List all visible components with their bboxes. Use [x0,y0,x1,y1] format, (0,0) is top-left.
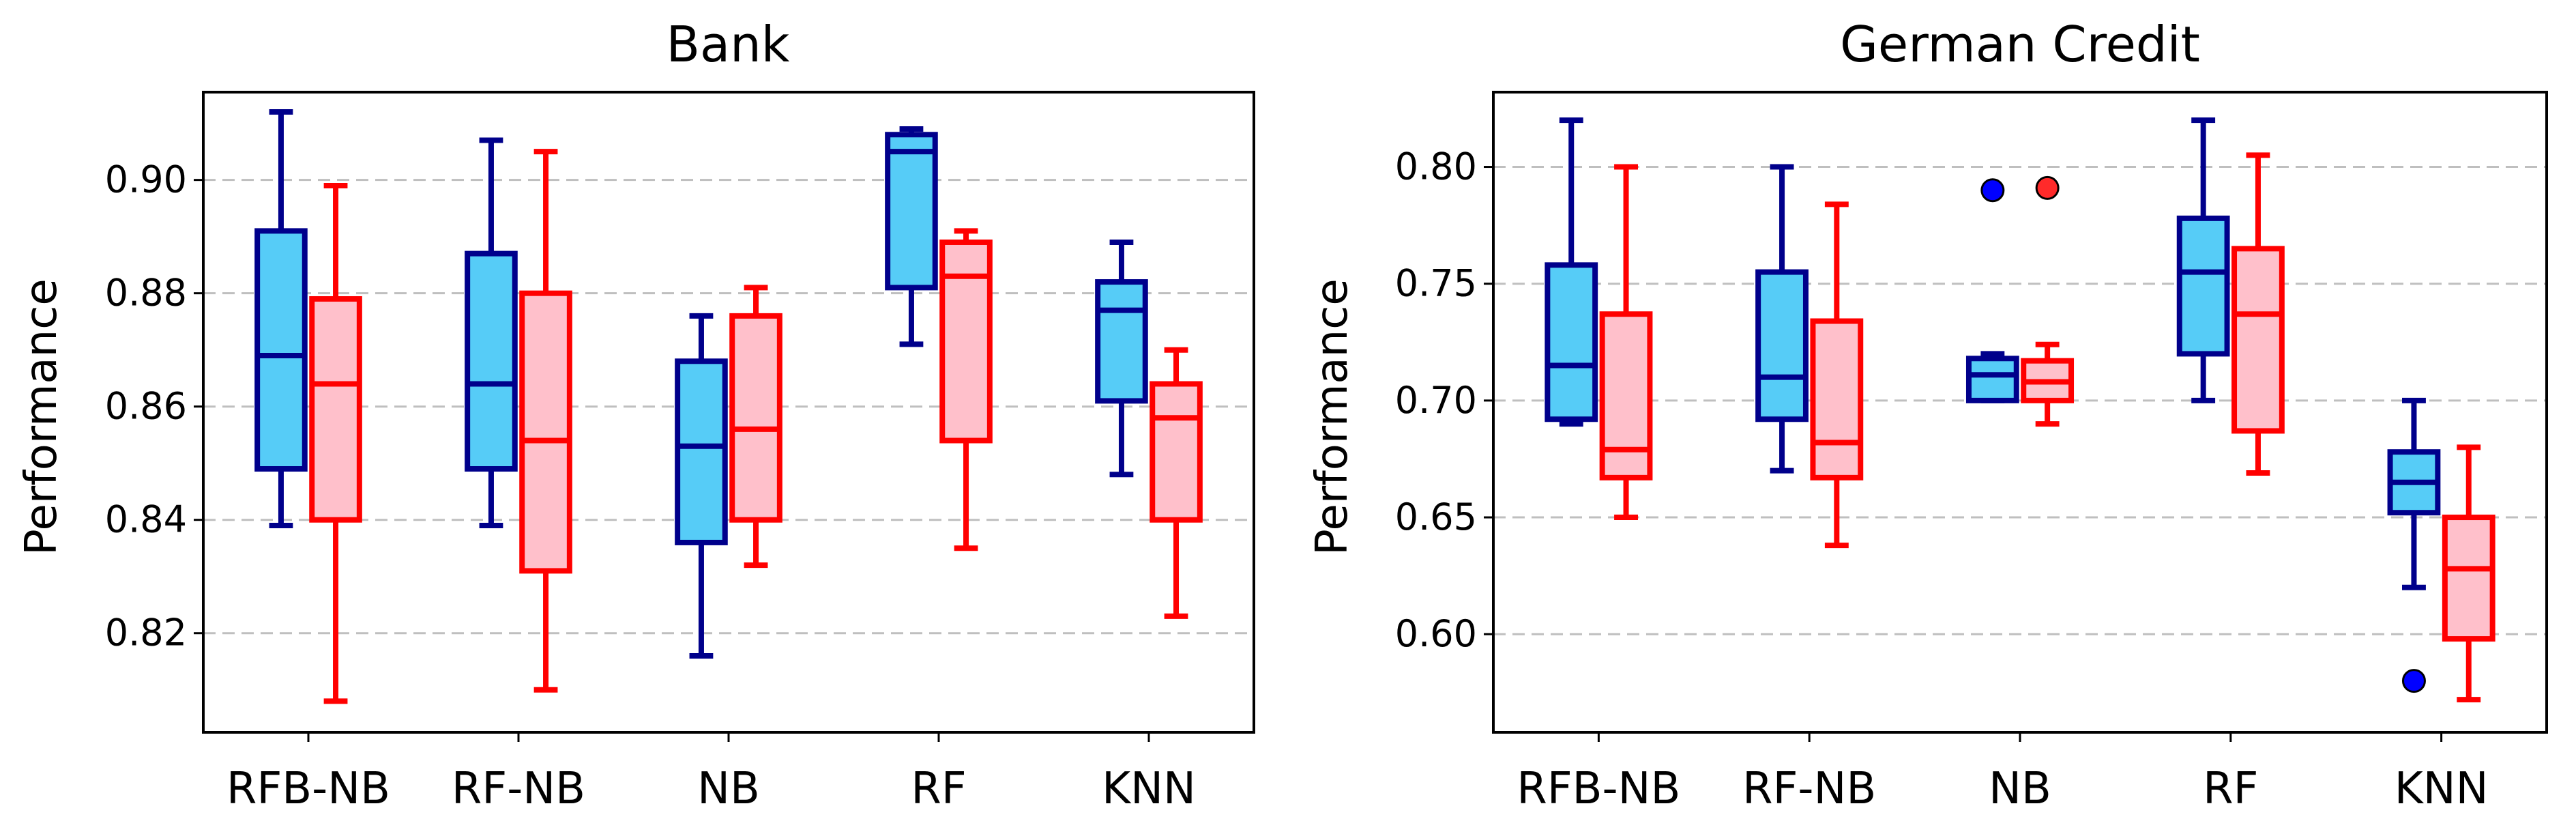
german-credit-x-tick-label: RFB-NB [1517,764,1680,814]
iqr-box [1095,279,1148,404]
outlier-point [1980,178,2005,203]
bank-y-tick-label: 0.88 [105,272,187,315]
german-credit-box-blue-knn [2387,397,2441,693]
german-credit-y-tick-label: 0.75 [1395,262,1477,305]
iqr-box [309,296,362,523]
german-credit-box-red-rf-nb [1810,201,1864,549]
german-credit-chart: German Credit Performance 0.600.650.700.… [1307,16,2548,814]
iqr-box [1150,381,1203,523]
german-credit-x-tick-label: KNN [2395,764,2489,814]
iqr-box [519,290,572,574]
bank-x-tick-label: NB [697,764,760,814]
german-credit-box-red-rfb-nb [1599,164,1653,521]
german-credit-x-ticks: RFB-NB RF-NB NB RF KNN [1517,732,2488,814]
bank-y-ticks: 0.82 0.84 0.86 0.88 0.90 [105,158,203,655]
iqr-box [1965,356,2019,403]
bank-chart-title: Bank [667,16,790,73]
bank-box-blue-rf [885,126,938,347]
bank-y-tick-label: 0.84 [105,498,187,541]
iqr-box [2176,215,2230,357]
bank-box-blue-rf-nb [465,137,518,529]
german-credit-x-tick-label: RF [2203,764,2258,814]
bank-box-red-nb [729,285,782,569]
iqr-box [675,358,728,545]
german-credit-x-tick-label: RF-NB [1742,764,1876,814]
german-credit-boxes [1545,117,2496,703]
german-credit-box-blue-rf [2176,117,2230,403]
iqr-box [939,239,993,444]
bank-box-blue-rfb-nb [254,109,308,529]
iqr-box [1599,311,1653,480]
german-credit-box-red-rf [2231,152,2285,476]
german-credit-y-tick-label: 0.60 [1395,612,1477,655]
iqr-box [1545,262,1598,422]
iqr-box [465,250,518,472]
bank-y-tick-label: 0.82 [105,612,187,655]
bank-chart: Bank Performance 0.82 0.84 0.86 0.88 0.90 RF… [16,16,1255,814]
bank-box-blue-knn [1095,239,1148,478]
outlier-point [2401,669,2426,693]
outlier-point [2035,175,2060,200]
bank-x-ticks: RFB-NB RF-NB NB RF KNN [226,732,1196,814]
iqr-box [2442,515,2496,642]
bank-x-tick-label: RFB-NB [226,764,390,814]
german-credit-box-blue-nb [1965,178,2019,403]
bank-box-red-knn [1150,347,1203,619]
iqr-box [885,132,938,291]
iqr-box [2231,246,2285,434]
german-credit-plot-frame [1492,91,2548,734]
german-credit-box-red-knn [2442,444,2496,703]
bank-y-tick-label: 0.86 [105,385,187,428]
bank-x-tick-label: KNN [1102,764,1196,814]
german-credit-y-tick-label: 0.70 [1395,379,1477,422]
german-credit-gridlines [1493,166,2547,635]
german-credit-box-red-nb [2021,175,2075,427]
german-credit-box-blue-rfb-nb [1545,117,1598,427]
german-credit-y-axis-label: Performance [1307,278,1358,556]
bank-gridlines [203,179,1254,635]
bank-box-red-rfb-nb [309,182,362,704]
iqr-box [1810,318,1864,480]
german-credit-box-blue-rf-nb [1755,164,1809,474]
iqr-box [1755,269,1809,422]
bank-box-red-rf-nb [519,149,572,693]
bank-boxes [254,109,1203,704]
german-credit-y-ticks: 0.60 0.65 0.70 0.75 0.80 [1395,145,1493,655]
bank-plot-frame [202,91,1255,734]
german-credit-x-tick-label: NB [1989,764,2051,814]
german-credit-y-tick-label: 0.65 [1395,495,1477,538]
bank-y-axis-label: Performance [16,278,67,556]
german-credit-chart-title: German Credit [1840,16,2200,73]
bank-box-blue-nb [675,313,728,659]
bank-y-tick-label: 0.90 [105,158,187,201]
iqr-box [254,228,308,472]
german-credit-y-tick-label: 0.80 [1395,145,1477,188]
bank-x-tick-label: RF [911,764,966,814]
bank-x-tick-label: RF-NB [452,764,585,814]
iqr-box [729,313,782,523]
bank-box-red-rf [939,228,993,551]
